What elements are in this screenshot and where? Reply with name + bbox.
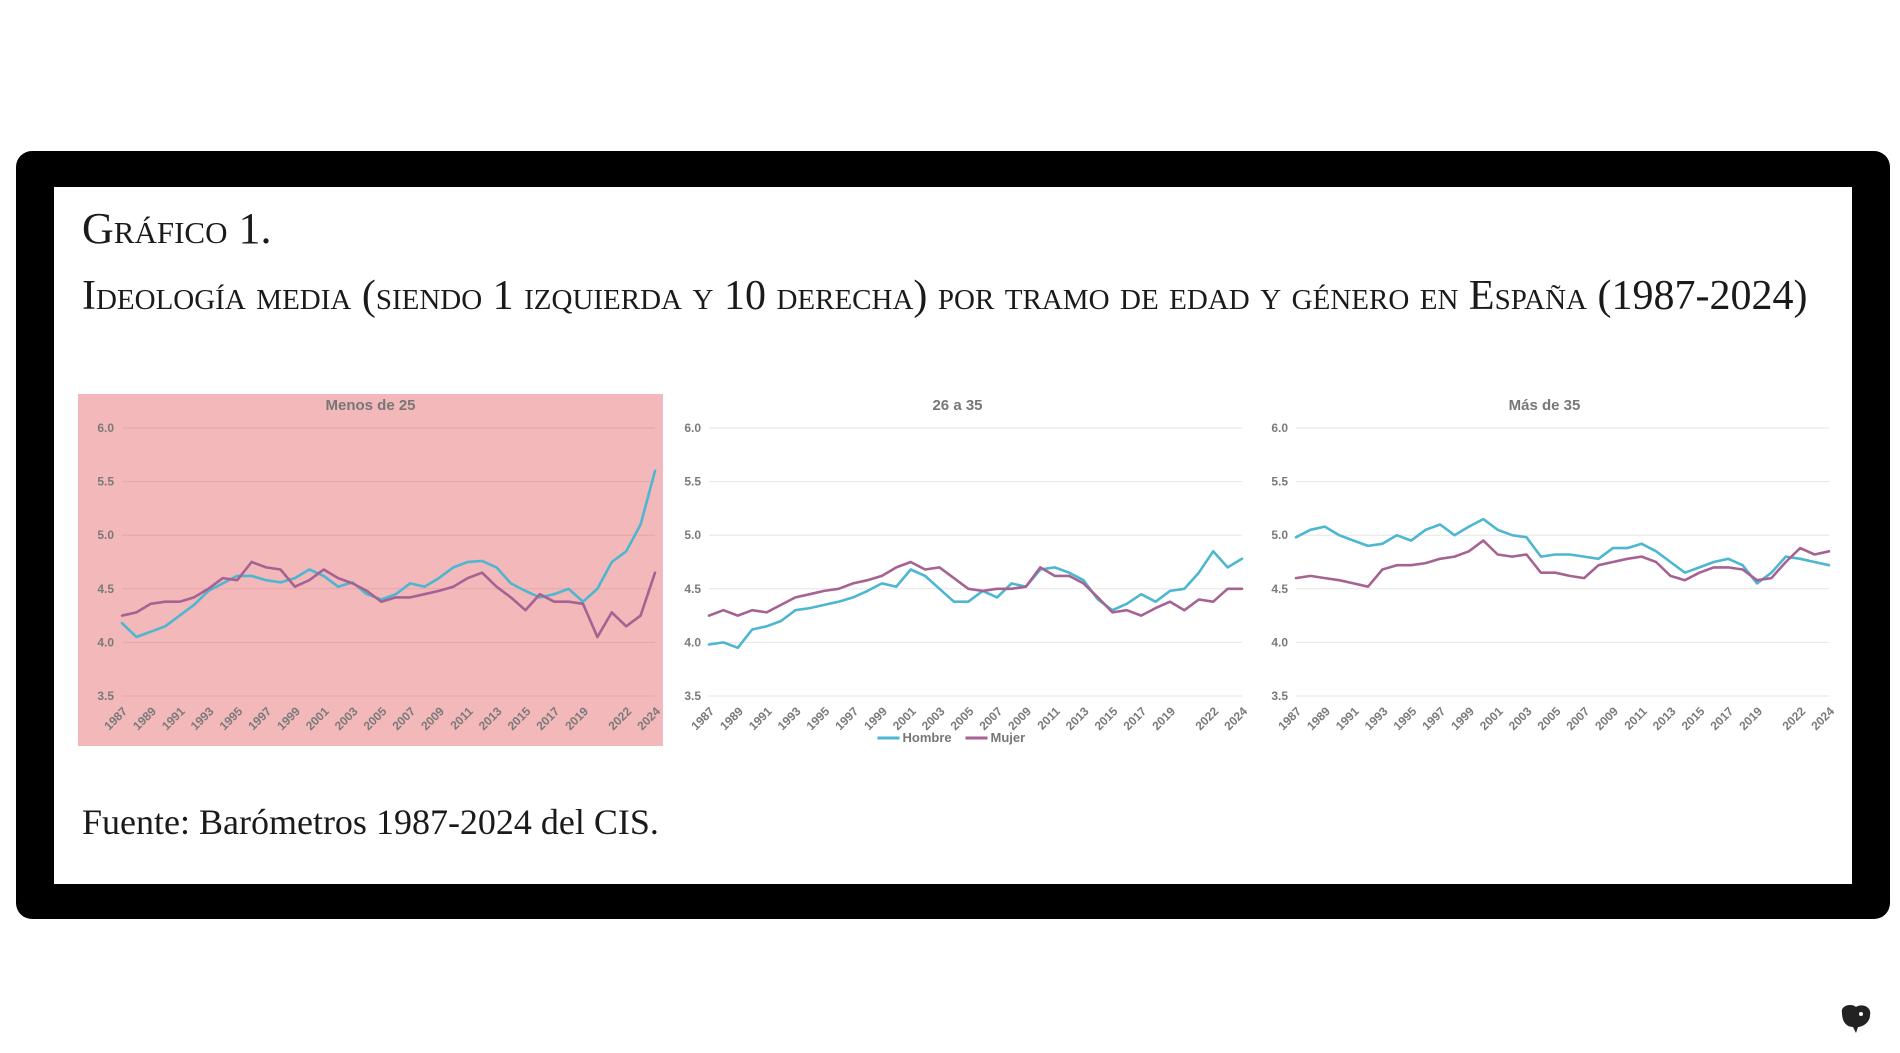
x-tick-label: 1989	[717, 704, 746, 733]
x-tick-label: 1991	[746, 704, 775, 733]
series-line-mujer	[707, 560, 1244, 617]
x-tick-label: 2005	[1535, 704, 1564, 733]
x-tick-label: 2015	[1679, 704, 1708, 733]
x-tick-label: 2017	[1708, 704, 1737, 733]
figure-panel: Gráfico 1. Ideología media (siendo 1 izq…	[54, 187, 1852, 884]
y-tick-label: 4.0	[97, 635, 114, 649]
x-tick-label: 1993	[775, 704, 804, 733]
watermark-logo-icon	[1841, 1005, 1871, 1033]
x-tick-label: 2015	[1092, 704, 1121, 733]
x-tick-label: 1997	[1419, 704, 1448, 733]
series-line-mujer	[1294, 539, 1831, 588]
x-tick-label: 2007	[1563, 704, 1592, 733]
x-tick-label: 1989	[1304, 704, 1333, 733]
x-tick-label: 2022	[1193, 704, 1222, 733]
series-line-mujer	[120, 560, 657, 639]
x-tick-label: 2009	[1005, 704, 1034, 733]
figure-title: Gráfico 1.	[82, 204, 272, 253]
x-tick-label: 2003	[1506, 704, 1535, 733]
x-tick-label: 1995	[804, 704, 833, 733]
x-tick-label: 2005	[948, 704, 977, 733]
legend-mujer-label: Mujer	[991, 730, 1026, 745]
y-tick-label: 4.5	[684, 582, 701, 596]
y-tick-label: 4.0	[1271, 635, 1288, 649]
x-tick-label: 2024	[1221, 704, 1250, 733]
y-tick-label: 5.0	[684, 528, 701, 542]
x-tick-label: 2019	[1736, 704, 1765, 733]
series-line-hombre	[1294, 517, 1831, 585]
chart-title: Menos de 25	[325, 397, 415, 414]
y-tick-label: 5.5	[1271, 475, 1288, 489]
chart-title: 26 a 35	[932, 397, 982, 414]
y-tick-label: 3.5	[684, 689, 701, 703]
y-tick-label: 5.5	[97, 475, 114, 489]
y-tick-label: 4.5	[97, 582, 114, 596]
x-tick-label: 2011	[1035, 704, 1064, 733]
x-tick-label: 2001	[1477, 704, 1506, 733]
x-tick-label: 2007	[976, 704, 1005, 733]
series-line-hombre	[707, 550, 1244, 650]
x-tick-label: 2019	[1149, 704, 1178, 733]
chart-highlight-background	[78, 394, 663, 746]
y-tick-label: 6.0	[1271, 421, 1288, 435]
x-tick-label: 1993	[1362, 704, 1391, 733]
series-line-hombre	[120, 469, 657, 639]
legend-hombre-label: Hombre	[903, 730, 952, 745]
x-tick-label: 2013	[1650, 704, 1679, 733]
x-tick-label: 1987	[1275, 704, 1304, 733]
x-tick-label: 1991	[1333, 704, 1362, 733]
x-tick-label: 2001	[890, 704, 919, 733]
y-tick-label: 5.5	[684, 475, 701, 489]
chart-title: Más de 35	[1509, 397, 1581, 414]
y-tick-label: 3.5	[97, 689, 114, 703]
x-tick-label: 1995	[1391, 704, 1420, 733]
y-tick-label: 4.5	[1271, 582, 1288, 596]
x-tick-label: 2017	[1121, 704, 1150, 733]
x-tick-label: 1999	[861, 704, 890, 733]
figure-source: Fuente: Barómetros 1987-2024 del CIS.	[82, 802, 659, 842]
figure-subtitle: Ideología media (siendo 1 izquierda y 10…	[82, 273, 1808, 319]
x-tick-label: 1997	[832, 704, 861, 733]
x-tick-label: 2013	[1063, 704, 1092, 733]
y-tick-label: 3.5	[1271, 689, 1288, 703]
x-tick-label: 1987	[688, 704, 717, 733]
x-tick-label: 2009	[1592, 704, 1621, 733]
x-tick-label: 2024	[1808, 704, 1837, 733]
y-tick-label: 4.0	[684, 635, 701, 649]
y-tick-label: 5.0	[97, 528, 114, 542]
x-tick-label: 2011	[1622, 704, 1651, 733]
x-tick-label: 2003	[919, 704, 948, 733]
x-tick-label: 2022	[1780, 704, 1809, 733]
y-tick-label: 6.0	[684, 421, 701, 435]
x-tick-label: 1999	[1448, 704, 1477, 733]
y-tick-label: 6.0	[97, 421, 114, 435]
y-tick-label: 5.0	[1271, 528, 1288, 542]
